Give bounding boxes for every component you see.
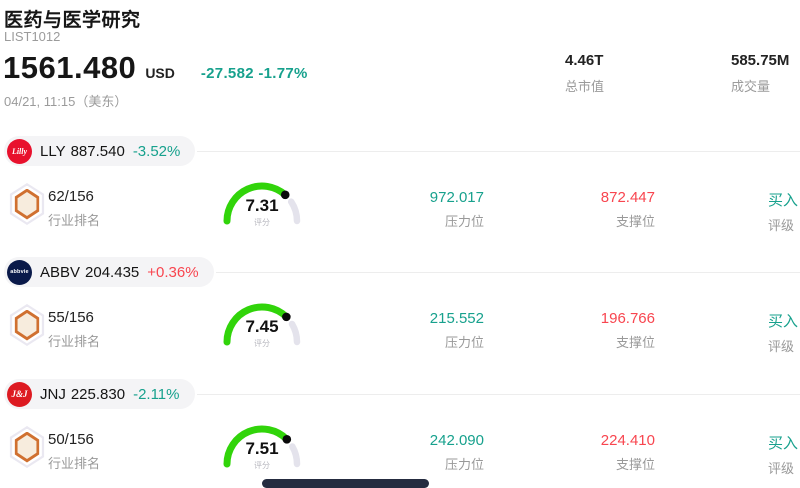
support-column: 196.766 支撑位: [515, 310, 655, 351]
industry-rank: 50/156 行业排名: [48, 431, 100, 472]
index-price-row: 1561.480 USD -27.582 -1.77%: [3, 50, 308, 86]
rank-value: 62/156: [48, 188, 94, 205]
score-gauge-arc: [223, 303, 301, 346]
lly-logo-icon: Lilly: [7, 138, 32, 164]
rank-value: 55/156: [48, 309, 94, 326]
stock-data-row: 55/156 行业排名 7.45 评分 215.552 压力位 196.766 …: [0, 299, 800, 359]
stock-chip-abbv[interactable]: abbvie ABBV 204.435 +0.36%: [4, 257, 214, 287]
support-label: 支撑位: [615, 214, 655, 229]
score-value: 7.31: [245, 196, 279, 215]
stock-name-price: ABBV 204.435: [40, 264, 139, 281]
resistance-column: 972.017 压力位: [344, 189, 484, 230]
market-cap-value: 4.46T: [565, 52, 604, 69]
rating-column: 买入 评级: [768, 310, 800, 355]
rank-label: 行业排名: [48, 456, 101, 471]
stock-chip-row: J&J JNJ 225.830 -2.11%: [4, 379, 800, 409]
industry-rank-medal-icon: [8, 425, 46, 469]
score-gauge-arc: [223, 425, 301, 468]
industry-rank-medal-icon: [8, 303, 46, 347]
support-value: 224.410: [600, 432, 655, 449]
stock-price: 204.435: [85, 263, 140, 281]
stock-chip-lly[interactable]: Lilly LLY 887.540 -3.52%: [4, 136, 196, 166]
stock-chip-row: Lilly LLY 887.540 -3.52%: [4, 136, 800, 166]
resistance-label: 压力位: [444, 335, 484, 350]
rank-label: 行业排名: [48, 213, 101, 228]
support-value: 196.766: [600, 310, 655, 327]
index-change-value: -27.582: [200, 65, 254, 82]
rating-label: 评级: [768, 461, 795, 476]
list-code: LIST1012: [4, 29, 61, 44]
industry-rank-medal-icon: [8, 182, 46, 226]
medal-layer: [17, 192, 37, 216]
rating-column: 买入 评级: [768, 432, 800, 477]
medal-layer: [17, 435, 37, 459]
index-change: -27.582 -1.77%: [201, 65, 308, 82]
score-value: 7.51: [245, 439, 279, 458]
stock-data-row: 50/156 行业排名 7.51 评分 242.090 压力位 224.410 …: [0, 421, 800, 481]
rank-value: 50/156: [48, 431, 94, 448]
support-column: 872.447 支撑位: [515, 189, 655, 230]
score-gauge: 7.51 评分: [222, 421, 302, 475]
score-label: 评分: [254, 339, 270, 348]
row-divider: [196, 393, 800, 395]
rating-label: 评级: [768, 218, 795, 233]
score-gauge-arc: [223, 182, 301, 225]
volume-stat: 585.75M 成交量: [731, 52, 789, 95]
support-label: 支撑位: [615, 457, 655, 472]
index-change-percent: -1.77%: [258, 65, 308, 82]
rank-label: 行业排名: [48, 334, 101, 349]
ticker: JNJ: [40, 385, 66, 403]
rating-label: 评级: [768, 339, 795, 354]
stock-data-row: 62/156 行业排名 7.31 评分 972.017 压力位 872.447 …: [0, 178, 800, 238]
abbv-logo-icon: abbvie: [7, 259, 32, 285]
medal-layer: [17, 313, 37, 337]
stock-name-price: LLY 887.540: [40, 143, 125, 160]
row-divider: [215, 271, 800, 273]
ticker: ABBV: [40, 263, 81, 281]
support-value: 872.447: [600, 189, 655, 206]
score-label: 评分: [254, 461, 270, 470]
support-column: 224.410 支撑位: [515, 432, 655, 473]
resistance-label: 压力位: [444, 214, 484, 229]
resistance-value: 242.090: [429, 432, 484, 449]
score-gauge: 7.31 评分: [222, 178, 302, 232]
row-divider: [197, 150, 800, 152]
rating-value: 买入: [768, 435, 799, 452]
rating-value: 买入: [768, 313, 799, 330]
industry-rank: 55/156 行业排名: [48, 309, 100, 350]
stock-change-percent: +0.36%: [147, 263, 199, 281]
resistance-value: 972.017: [429, 189, 484, 206]
resistance-value: 215.552: [429, 310, 484, 327]
rating-value: 买入: [768, 192, 799, 209]
market-cap-stat: 4.46T 总市值: [565, 52, 604, 95]
jnj-logo-icon: J&J: [7, 381, 32, 407]
stock-change-percent: -3.52%: [132, 142, 181, 160]
rating-column: 买入 评级: [768, 189, 800, 234]
score-gauge: 7.45 评分: [222, 299, 302, 353]
resistance-column: 242.090 压力位: [344, 432, 484, 473]
resistance-label: 压力位: [444, 457, 484, 472]
quote-timestamp: 04/21, 11:15（美东）: [4, 94, 128, 109]
score-value: 7.45: [245, 317, 279, 336]
stock-name-price: JNJ 225.830: [40, 386, 125, 403]
stock-price: 887.540: [70, 142, 125, 160]
volume-value: 585.75M: [731, 52, 790, 69]
currency-label: USD: [145, 65, 175, 81]
industry-rank: 62/156 行业排名: [48, 188, 100, 229]
volume-label: 成交量: [731, 79, 771, 94]
market-cap-label: 总市值: [565, 79, 605, 94]
ticker: LLY: [40, 142, 66, 160]
support-label: 支撑位: [615, 335, 655, 350]
resistance-column: 215.552 压力位: [344, 310, 484, 351]
index-price: 1561.480: [3, 50, 137, 85]
stock-chip-row: abbvie ABBV 204.435 +0.36%: [4, 257, 800, 287]
stock-price: 225.830: [70, 385, 126, 403]
stock-change-percent: -2.11%: [133, 385, 180, 403]
score-label: 评分: [254, 218, 270, 227]
stock-chip-jnj[interactable]: J&J JNJ 225.830 -2.11%: [4, 379, 195, 409]
horizontal-scrollbar-thumb[interactable]: [262, 479, 429, 488]
page-title: 医药与医学研究: [4, 10, 141, 31]
